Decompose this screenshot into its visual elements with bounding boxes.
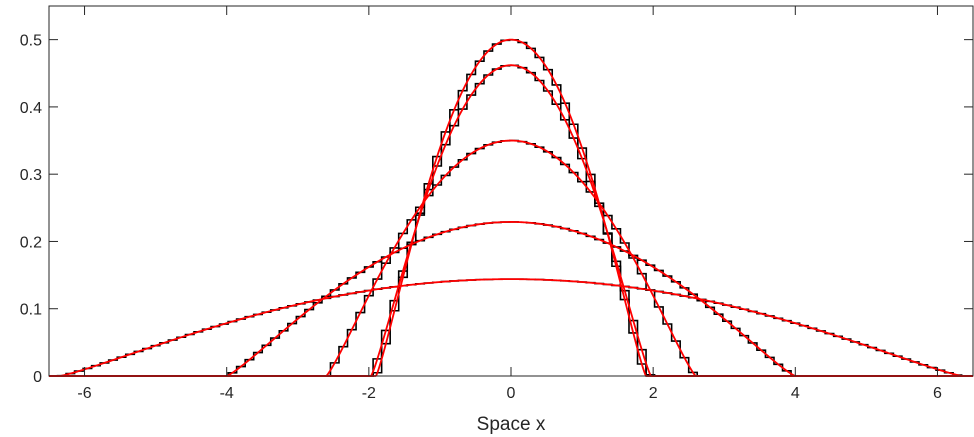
y-tick-label: 0 bbox=[33, 369, 42, 386]
x-tick-label: 4 bbox=[791, 385, 800, 402]
y-tick-label: 0.3 bbox=[20, 167, 42, 184]
x-tick-label: -4 bbox=[220, 385, 234, 402]
y-tick-label: 0.4 bbox=[20, 100, 42, 117]
axes-group: -6 -4 -2 0 2 4 6 0 0.1 0.2 0.3 0.4 0.5 bbox=[20, 5, 974, 402]
x-tick-label: 0 bbox=[507, 385, 516, 402]
y-tick-label: 0.2 bbox=[20, 234, 42, 251]
x-tick-label: 6 bbox=[933, 385, 942, 402]
x-axis-label: Space x bbox=[477, 414, 546, 435]
x-tick-label: 2 bbox=[649, 385, 658, 402]
x-tick-label: -6 bbox=[77, 385, 91, 402]
exact-series-5 bbox=[49, 278, 973, 377]
y-tick-label: 0.1 bbox=[20, 302, 42, 319]
plot-area bbox=[49, 6, 973, 376]
y-tick-label: 0.5 bbox=[20, 33, 42, 50]
x-tick-label: -2 bbox=[362, 385, 376, 402]
